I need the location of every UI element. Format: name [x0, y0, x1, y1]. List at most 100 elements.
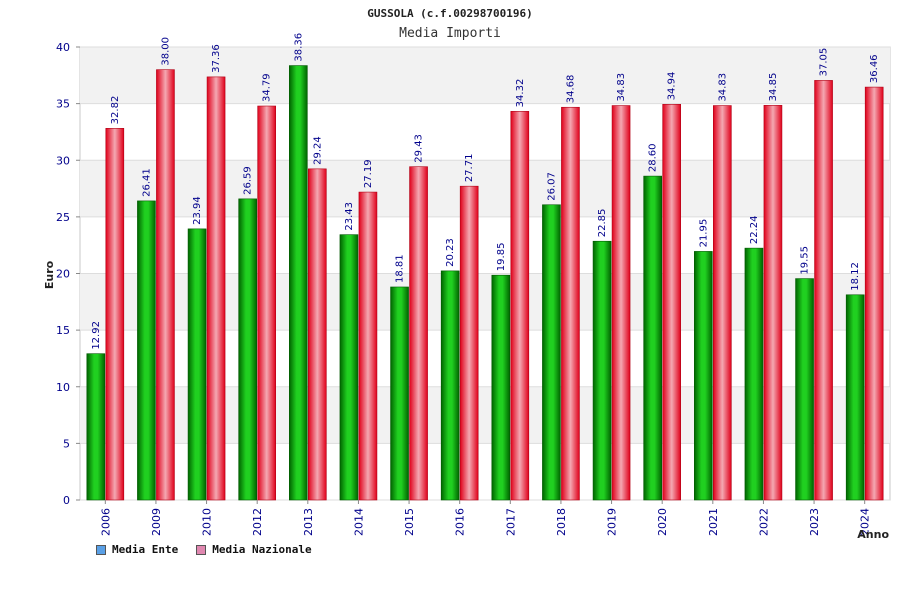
bar-media-ente-2019	[592, 240, 612, 501]
bars	[86, 65, 884, 501]
x-tick-label: 2022	[757, 508, 770, 536]
data-label: 18.81	[395, 254, 406, 283]
data-label: 32.82	[110, 96, 121, 125]
data-label: 37.36	[211, 44, 222, 73]
y-tick-label: 5	[63, 437, 70, 450]
data-label: 29.43	[414, 134, 425, 163]
data-label: 34.83	[717, 73, 728, 102]
bar-media-nazionale-2021	[713, 105, 732, 501]
data-label: 27.71	[464, 154, 475, 183]
data-label: 34.32	[515, 79, 526, 108]
legend-swatch-media-ente	[96, 544, 106, 555]
bar-media-nazionale-2012	[257, 105, 276, 501]
bar-media-nazionale-2013	[308, 168, 327, 501]
x-tick-label: 2015	[403, 508, 416, 536]
bar-media-ente-2020	[643, 175, 662, 501]
legend-label-media-nazionale: Media Nazionale	[212, 543, 312, 556]
chart-title: GUSSOLA (c.f.00298700196)	[367, 7, 533, 20]
x-tick-label: 2020	[656, 508, 669, 536]
bar-media-nazionale-2019	[611, 105, 631, 501]
data-label: 18.12	[850, 262, 861, 291]
data-label: 22.24	[749, 215, 760, 244]
data-label: 34.94	[667, 72, 678, 101]
data-label: 19.85	[496, 243, 507, 272]
legend-item-media-nazionale: Media Nazionale	[196, 543, 312, 556]
bar-media-ente-2018	[542, 204, 561, 501]
legend-item-media-ente: Media Ente	[96, 543, 178, 556]
bar-media-ente-2022	[744, 247, 764, 501]
y-tick-label: 40	[56, 41, 70, 54]
data-label: 38.36	[293, 33, 304, 62]
bar-media-ente-2023	[795, 278, 814, 501]
data-label: 34.83	[616, 73, 627, 102]
bar-media-nazionale-2017	[510, 111, 530, 501]
x-tick-label: 2017	[504, 508, 517, 536]
bar-media-ente-2024	[845, 294, 865, 501]
bar-media-ente-2009	[137, 200, 156, 501]
bar-media-ente-2014	[339, 234, 359, 501]
bar-media-nazionale-2018	[561, 106, 580, 501]
bar-media-ente-2013	[289, 65, 308, 501]
data-label: 19.55	[800, 246, 811, 275]
y-tick-label: 30	[56, 154, 70, 167]
bar-media-ente-2017	[491, 274, 511, 501]
data-label: 26.41	[141, 168, 152, 197]
x-tick-label: 2012	[251, 508, 264, 536]
bar-media-nazionale-2015	[409, 166, 428, 501]
x-axis-label: Anno	[857, 528, 889, 541]
data-label: 38.00	[160, 37, 171, 66]
x-tick-label: 2009	[150, 508, 163, 536]
y-tick-label: 35	[56, 98, 70, 111]
x-tick-label: 2006	[99, 508, 112, 536]
data-label: 12.92	[91, 321, 102, 350]
x-tick-label: 2024	[859, 508, 872, 536]
data-label: 29.24	[312, 136, 323, 165]
data-label: 22.85	[597, 209, 608, 238]
bar-media-nazionale-2022	[763, 105, 783, 501]
x-tick-label: 2013	[302, 508, 315, 536]
bar-media-nazionale-2009	[156, 69, 175, 501]
data-label: 36.46	[869, 54, 880, 83]
data-label: 26.07	[546, 172, 557, 201]
bar-media-ente-2021	[694, 251, 713, 501]
data-label: 34.68	[565, 75, 576, 104]
bar-media-nazionale-2014	[358, 191, 378, 501]
data-label: 27.19	[363, 159, 374, 188]
bar-media-ente-2010	[187, 228, 207, 501]
x-tick-label: 2021	[707, 508, 720, 536]
data-labels: 12.92 32.82 26.41 38.00 23.94 37.36 26.59 34.79…	[91, 33, 880, 350]
data-label: 37.05	[819, 48, 830, 77]
x-axis-ticks: 2006 2009 2010 2012 2013 2014 2015 2016 2017 2018…	[99, 500, 872, 536]
data-label: 23.94	[192, 196, 203, 225]
y-tick-label: 10	[56, 381, 70, 394]
x-tick-label: 2018	[555, 508, 568, 536]
y-tick-label: 25	[56, 211, 70, 224]
bar-media-nazionale-2024	[864, 86, 884, 501]
bar-media-ente-2012	[238, 198, 257, 501]
data-label: 23.43	[344, 202, 355, 231]
y-axis-ticks: 0 5 10 15 20 25 30 35 40	[56, 41, 80, 507]
data-label: 34.79	[262, 73, 273, 102]
bar-media-nazionale-2023	[814, 80, 833, 501]
data-label: 34.85	[768, 73, 779, 102]
x-tick-label: 2019	[606, 508, 619, 536]
bar-media-ente-2015	[390, 286, 409, 501]
x-tick-label: 2014	[352, 508, 365, 536]
data-label: 28.60	[648, 143, 659, 172]
bar-media-ente-2016	[440, 270, 460, 501]
bar-media-nazionale-2016	[459, 185, 479, 501]
legend: Media Ente Media Nazionale	[96, 543, 312, 556]
bar-media-nazionale-2006	[105, 128, 125, 501]
chart-subtitle: Media Importi	[399, 26, 501, 41]
y-tick-label: 0	[63, 494, 70, 507]
bar-media-ente-2006	[86, 353, 106, 501]
x-tick-label: 2010	[201, 508, 214, 536]
bar-media-nazionale-2010	[206, 76, 226, 501]
data-label: 20.23	[445, 238, 456, 267]
x-tick-label: 2016	[454, 508, 467, 536]
legend-label-media-ente: Media Ente	[112, 543, 179, 556]
y-tick-label: 20	[56, 268, 70, 281]
data-label: 26.59	[243, 166, 254, 195]
legend-swatch-media-nazionale	[196, 544, 207, 555]
